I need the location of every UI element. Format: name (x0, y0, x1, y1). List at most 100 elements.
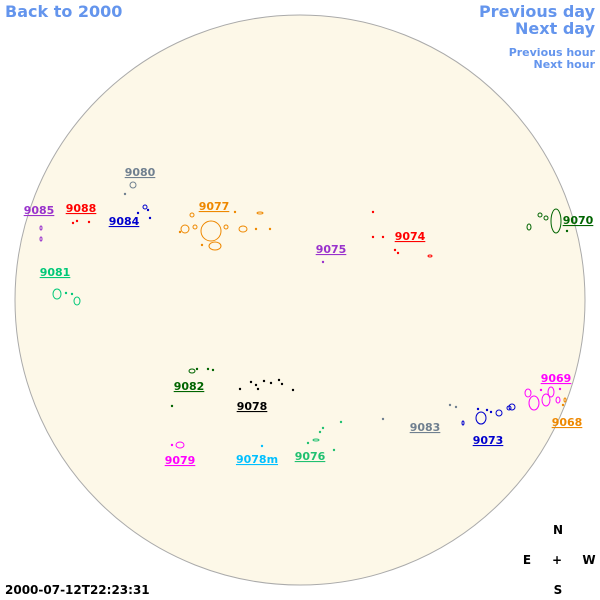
sunspot (188, 368, 196, 374)
sunspot (87, 220, 91, 224)
sunspot (427, 254, 433, 258)
sunspot (371, 235, 375, 239)
sunspot (262, 379, 266, 383)
sunspot (223, 224, 229, 230)
sunspot (454, 405, 458, 409)
sunspot (129, 181, 137, 189)
sunspot (277, 378, 281, 382)
sunspot (200, 220, 222, 242)
region-label[interactable]: 9085 (24, 204, 55, 217)
sunspot (180, 224, 190, 234)
region-label[interactable]: 9081 (40, 266, 71, 279)
compass-south: S (554, 583, 563, 597)
sunspot (39, 236, 43, 242)
previous-hour-link[interactable]: Previous hour (509, 46, 596, 59)
sunspot (146, 208, 150, 212)
sunspot (238, 387, 242, 391)
sunspot (208, 241, 222, 251)
sunspot (537, 212, 543, 218)
sunspot (70, 292, 74, 296)
sunspot (280, 382, 284, 386)
region-label[interactable]: 9080 (125, 166, 156, 179)
region-label[interactable]: 9075 (316, 243, 347, 256)
sunspot (64, 291, 68, 295)
compass-center: + (552, 553, 562, 567)
region-label[interactable]: 9084 (109, 215, 140, 228)
next-hour-link[interactable]: Next hour (534, 58, 596, 71)
sunspot (547, 386, 555, 398)
sunspot (396, 251, 400, 255)
sunspot (561, 403, 565, 407)
sunspot (170, 443, 174, 447)
sunspot (543, 215, 549, 221)
sunspot (142, 204, 148, 210)
compass-west: W (582, 553, 595, 567)
sunspot (318, 430, 322, 434)
sunspot (461, 420, 465, 426)
sunspot (526, 223, 532, 231)
sunspot (195, 367, 199, 371)
sunspot (475, 411, 487, 425)
sunspot (506, 405, 512, 411)
sunspot (563, 397, 567, 403)
solar-disk (14, 14, 586, 586)
sunspot (489, 410, 493, 414)
region-label[interactable]: 9082 (174, 380, 205, 393)
sunspot (485, 408, 489, 412)
sunspot (476, 407, 480, 411)
sunspot (541, 393, 551, 407)
sunspot (371, 210, 375, 214)
region-label[interactable]: 9077 (199, 200, 230, 213)
sunspot (291, 388, 295, 392)
sunspot (73, 296, 81, 306)
sunspot (249, 380, 253, 384)
region-labels: 9080 9085 9088 9084 9077 9075 9074 9070 9081 9082… (24, 166, 594, 467)
region-label[interactable]: 9070 (563, 214, 594, 227)
region-label[interactable]: 9074 (395, 230, 426, 243)
region-label[interactable]: 9088 (66, 202, 97, 215)
sunspot (495, 409, 503, 417)
back-link[interactable]: Back to 2000 (5, 2, 122, 21)
sunspot (189, 212, 195, 218)
sunspots (39, 181, 569, 452)
sunspot (312, 438, 320, 442)
sunspot (565, 229, 569, 233)
sunspot (339, 420, 343, 424)
sunspot (528, 395, 540, 411)
previous-day-link[interactable]: Previous day (479, 2, 596, 21)
compass-east: E (523, 553, 531, 567)
sunspot (321, 426, 325, 430)
sunspot (233, 210, 237, 214)
sunspot (254, 383, 258, 387)
region-label[interactable]: 9078 (237, 400, 268, 413)
region-label[interactable]: 9068 (552, 416, 583, 429)
sunspot (39, 225, 43, 231)
sunspot (211, 368, 215, 372)
region-label[interactable]: 9078m (236, 453, 278, 466)
sunspot (75, 219, 79, 223)
region-label[interactable]: 9069 (541, 372, 572, 385)
sunspot (170, 404, 174, 408)
sunspot (178, 230, 182, 234)
region-label[interactable]: 9079 (165, 454, 196, 467)
region-label[interactable]: 9073 (473, 434, 504, 447)
sunspot (200, 243, 204, 247)
region-label[interactable]: 9083 (410, 421, 441, 434)
sunspot (332, 448, 336, 452)
sunspot (254, 227, 258, 231)
sunspot (381, 417, 385, 421)
sunspot (52, 288, 62, 300)
sunspot (148, 216, 152, 220)
sunspot (555, 396, 561, 404)
sunspot (192, 224, 198, 230)
sunspot (206, 367, 210, 371)
sunspot (524, 388, 532, 398)
sunspot (238, 225, 248, 233)
next-day-link[interactable]: Next day (515, 19, 596, 38)
region-label[interactable]: 9076 (295, 450, 326, 463)
compass-north: N (553, 523, 563, 537)
sunspot (269, 381, 273, 385)
sunspot (268, 227, 272, 231)
sunspot (260, 444, 264, 448)
